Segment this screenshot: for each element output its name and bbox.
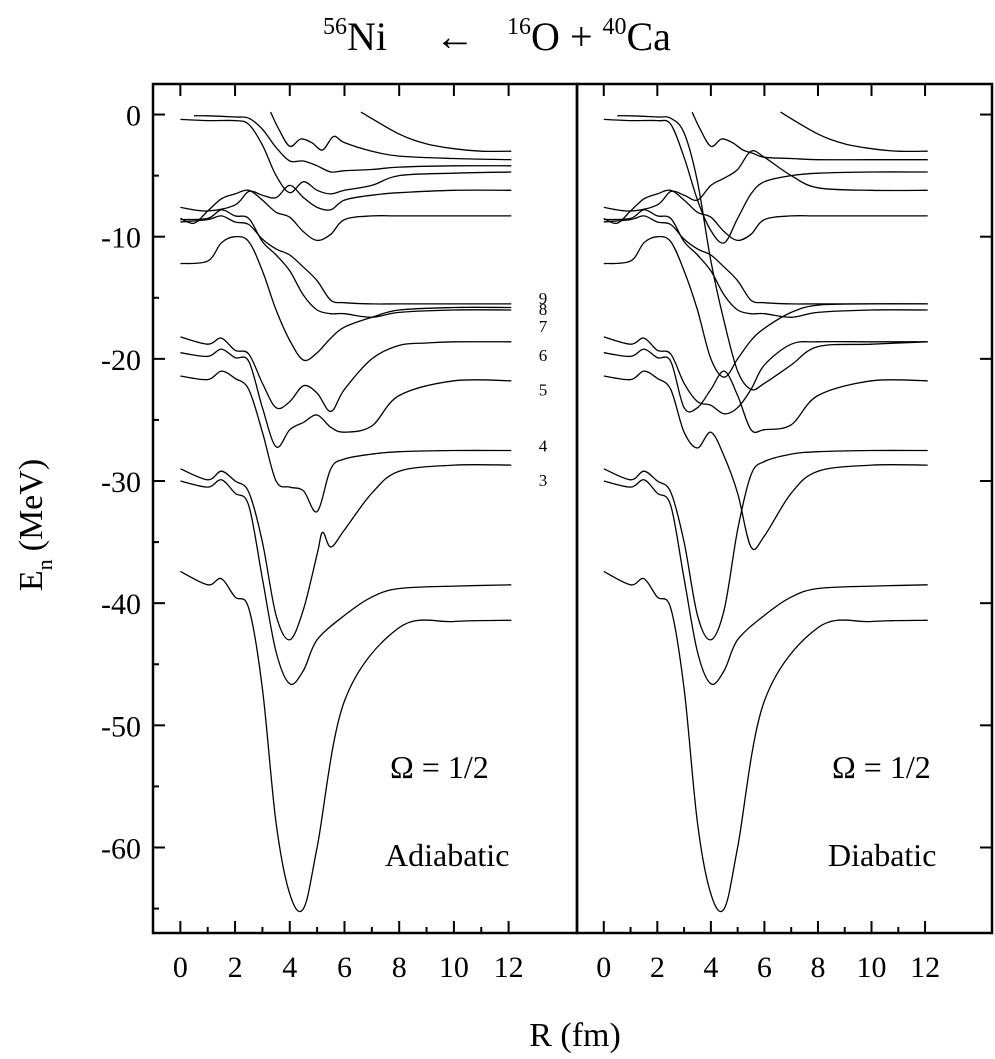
- diabatic-level-curve-11: [603, 150, 928, 212]
- diabatic-level-curve-1: [603, 570, 928, 913]
- adiabatic-level-curve-15: [360, 111, 512, 153]
- projectile-symbol: Ca: [627, 14, 672, 59]
- adiabatic-level-curve-14: [270, 111, 512, 161]
- adiabatic-x-tick-label: 2: [228, 951, 243, 984]
- adiabatic-level-curve-1: [180, 570, 512, 913]
- diabatic-x-tick-label: 6: [757, 951, 772, 984]
- adiabatic-level-curve-12: [180, 118, 512, 195]
- adiabatic-level-curve-7: [180, 235, 512, 362]
- adiabatic-x-tick-label: 8: [392, 951, 407, 984]
- y-tick-label: -30: [101, 466, 141, 499]
- level-label-9: 9: [539, 289, 548, 308]
- y-tick-label: -60: [101, 832, 141, 865]
- diabatic-x-tick-label: 10: [857, 951, 887, 984]
- y-axis-label-sub: n: [32, 559, 57, 570]
- y-axis-label: En (MeV): [13, 459, 57, 591]
- adiabatic-mode-label: Adiabatic: [385, 837, 509, 873]
- adiabatic-panel-frame: [151, 82, 579, 935]
- adiabatic-level-curve-9: [180, 215, 512, 305]
- adiabatic-level-curve-8: [180, 209, 512, 318]
- diabatic-omega-label: Ω = 1/2: [832, 749, 931, 785]
- diabatic-level-curve-15: [780, 111, 928, 153]
- y-axis-label-unit: (MeV): [13, 459, 50, 552]
- adiabatic-level-curve-6: [180, 336, 512, 413]
- plus-sign: +: [570, 14, 593, 59]
- diabatic-x-tick-label: 0: [596, 951, 611, 984]
- level-label-7: 7: [539, 317, 548, 336]
- y-tick-label: -10: [101, 222, 141, 255]
- y-tick-label: -50: [101, 710, 141, 743]
- diabatic-level-curve-9: [603, 215, 928, 305]
- product-symbol: Ni: [347, 14, 387, 59]
- adiabatic-level-curve-4: [180, 370, 512, 513]
- diabatic-panel: 0 2 4 6 8 10 12 Ω = 1/2 Diabatic: [575, 82, 994, 984]
- level-number-labels: 987 6 5 4 3: [539, 289, 548, 490]
- diabatic-level-curve-14: [691, 111, 928, 161]
- diabatic-level-curve-3: [603, 449, 928, 641]
- diabatic-level-curve-10: [603, 189, 928, 242]
- diabatic-level-curve-4: [603, 370, 928, 551]
- adiabatic-panel: 0 2 4 6 8 10 12 Ω = 1/2 Adiabatic: [151, 82, 579, 984]
- y-axis-label-main: E: [13, 570, 50, 591]
- diabatic-level-curve-6: [603, 336, 928, 415]
- diabatic-level-curve-12: [603, 118, 928, 244]
- adiabatic-level-curve-13: [193, 115, 512, 173]
- diabatic-x-tick-label: 12: [910, 951, 940, 984]
- diabatic-level-curve-7: [603, 235, 928, 378]
- diabatic-x-tick-label: 8: [810, 951, 825, 984]
- y-axis: 0 -10 -20 -30 -40 -50 -60: [101, 100, 992, 910]
- diabatic-x-tick-label: 4: [703, 951, 718, 984]
- diabatic-level-curve-13: [617, 115, 928, 391]
- projectile-mass: 40: [603, 14, 627, 40]
- product-mass: 56: [323, 14, 347, 40]
- diabatic-x-tick-label: 2: [650, 951, 665, 984]
- adiabatic-level-curve-3: [180, 464, 512, 641]
- adiabatic-x-tick-label: 10: [439, 951, 469, 984]
- adiabatic-x-tick-label: 12: [494, 951, 524, 984]
- y-tick-label: 0: [126, 100, 141, 133]
- adiabatic-level-curve-2: [180, 479, 512, 686]
- y-tick-label: -40: [101, 588, 141, 621]
- diabatic-panel-frame: [575, 82, 994, 935]
- level-label-6: 6: [539, 346, 548, 365]
- diabatic-level-curve-5: [603, 348, 928, 434]
- target-symbol: O: [531, 14, 560, 59]
- level-label-3: 3: [539, 471, 548, 490]
- adiabatic-x-tick-label: 4: [282, 951, 297, 984]
- level-label-5: 5: [539, 380, 548, 399]
- diabatic-level-curve-2: [603, 479, 928, 686]
- adiabatic-x-tick-label: 6: [337, 951, 352, 984]
- diabatic-level-curve-8: [603, 209, 928, 318]
- adiabatic-omega-label: Ω = 1/2: [390, 749, 489, 785]
- adiabatic-level-curve-5: [180, 348, 512, 448]
- level-label-4: 4: [539, 437, 548, 456]
- reaction-arrow: ←: [435, 14, 475, 59]
- x-axis-label: R (fm): [529, 1017, 621, 1054]
- adiabatic-level-curve-11: [180, 184, 512, 212]
- diabatic-mode-label: Diabatic: [828, 837, 936, 873]
- adiabatic-x-tick-label: 0: [173, 951, 188, 984]
- y-tick-label: -20: [101, 344, 141, 377]
- target-mass: 16: [507, 14, 531, 40]
- adiabatic-level-curve-10: [180, 189, 512, 242]
- reaction-title: 56Ni ← 16O +40Ca: [323, 14, 671, 59]
- level-label-8: 8: [539, 300, 548, 319]
